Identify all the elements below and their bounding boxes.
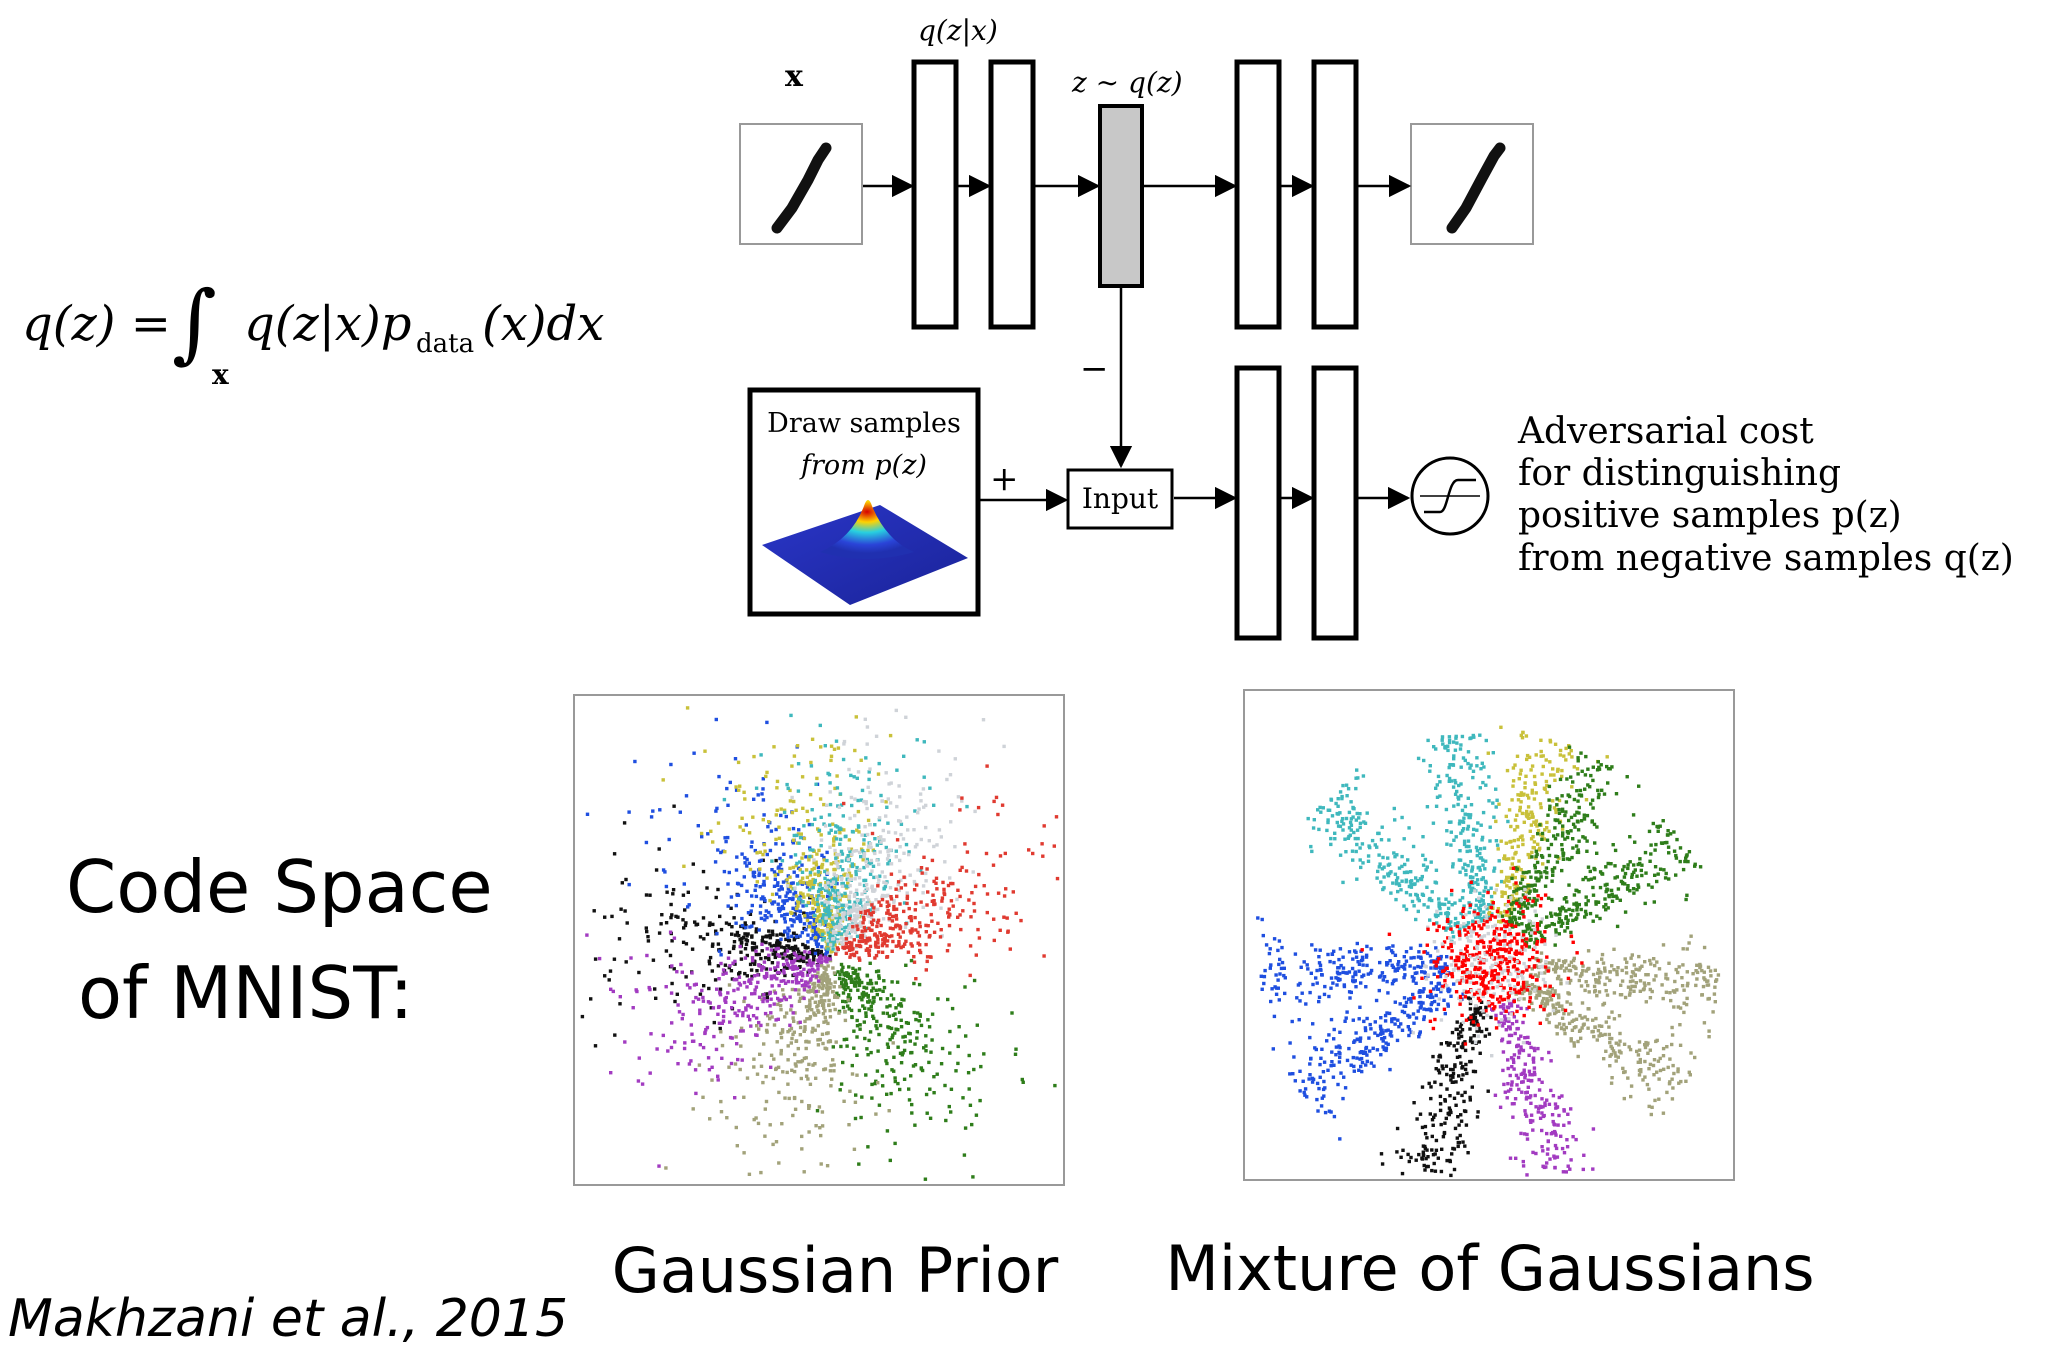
- decoder-layer-2: [1311, 59, 1359, 330]
- gaussian-prior-scatter: [580, 706, 1060, 1181]
- input-node-label: Input: [1082, 482, 1159, 515]
- code-space-line-2: of MNIST:: [78, 951, 414, 1035]
- formula-integral-sub: x: [212, 358, 229, 391]
- gaussian-peak: [820, 500, 914, 559]
- encoder-layer-2: [988, 59, 1036, 330]
- marginal-formula: q(z) = ∫ x q(z|x)p data (x)dx: [22, 273, 604, 391]
- mixture-scatter: [1256, 725, 1721, 1178]
- adversarial-line-4: from negative samples q(z): [1518, 538, 2014, 579]
- latent-code-z: [1098, 104, 1144, 288]
- adversarial-line-3: positive samples p(z): [1518, 495, 1902, 536]
- adversarial-line-2: for distinguishing: [1518, 453, 1841, 494]
- citation: Makhzani et al., 2015: [8, 1289, 568, 1346]
- encoder-label: q(z|x): [918, 14, 998, 47]
- disc-layer-2: [1311, 365, 1359, 641]
- disc-layer-1: [1234, 365, 1282, 641]
- formula-rhs-a: q(z|x)p: [244, 296, 411, 352]
- gaussian-prior-caption: Gaussian Prior: [612, 1234, 1059, 1307]
- adversarial-line-1: Adversarial cost: [1517, 411, 1814, 452]
- input-x-label: x: [785, 59, 804, 94]
- latent-label: z ∼ q(z): [1071, 66, 1183, 99]
- digit-one-output: [1446, 142, 1506, 234]
- prior-sampler-box: [747, 387, 981, 617]
- formula-rhs-sub: data: [416, 329, 474, 359]
- reconstruction-image: [1410, 123, 1534, 245]
- code-space-line-1: Code Space: [66, 845, 493, 929]
- input-node: [1066, 468, 1174, 530]
- formula-lhs: q(z) =: [22, 296, 171, 352]
- formula-integral: ∫: [172, 273, 217, 373]
- autoencoder: x q(z|x) z ∼ q(z): [739, 14, 1534, 330]
- formula-rhs-b: (x)dx: [482, 296, 604, 352]
- minus-sign: −: [1080, 349, 1109, 389]
- digit-one-input: [771, 142, 832, 234]
- sampler-line-1: Draw samples: [767, 408, 961, 439]
- decoder-layer-1: [1234, 59, 1282, 330]
- plus-sign: +: [990, 459, 1019, 499]
- discriminator: − Draw samples from p(z) + Input Adversa…: [747, 288, 2014, 641]
- encoder-layer-1: [911, 59, 959, 330]
- sampler-line-2: from p(z): [799, 450, 927, 481]
- mixture-caption: Mixture of Gaussians: [1165, 1232, 1814, 1305]
